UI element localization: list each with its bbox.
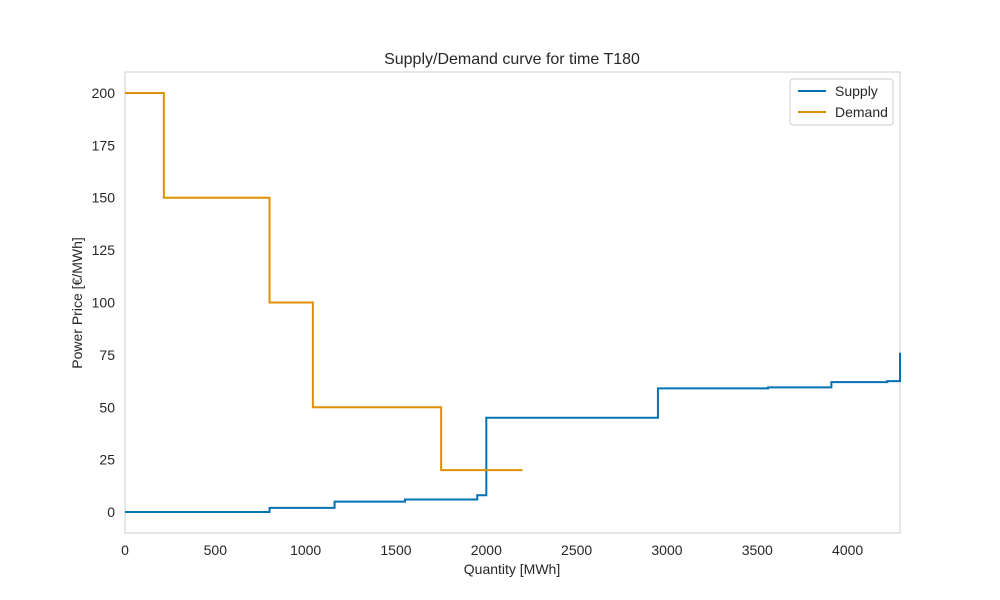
- chart-title: Supply/Demand curve for time T180: [384, 51, 640, 68]
- x-axis: 0 500 1000 1500 2000 2500 3000 3500 4000: [121, 542, 863, 558]
- series-layer: [125, 91, 901, 514]
- x-tick-label: 1000: [290, 542, 321, 558]
- legend-label-supply: Supply: [835, 83, 878, 99]
- y-tick-label: 75: [99, 347, 115, 363]
- plot-area: [124, 71, 901, 534]
- legend-label-demand: Demand: [835, 104, 888, 120]
- y-tick-label: 150: [92, 190, 116, 206]
- y-tick-label: 100: [92, 295, 116, 311]
- x-axis-label: Quantity [MWh]: [464, 561, 560, 577]
- legend: Supply Demand: [789, 78, 894, 126]
- series-line-supply: [125, 352, 901, 514]
- plot-frame: [124, 71, 901, 534]
- series-line-demand: [125, 91, 523, 472]
- x-tick-label: 2000: [471, 542, 502, 558]
- y-tick-label: 25: [99, 452, 115, 468]
- y-tick-label: 125: [92, 242, 116, 258]
- x-tick-label: 3500: [742, 542, 773, 558]
- y-tick-label: 0: [107, 504, 115, 520]
- x-tick-label: 1500: [380, 542, 411, 558]
- y-axis: 0 25 50 75 100 125 150 175 200: [92, 85, 116, 520]
- x-tick-label: 3000: [651, 542, 682, 558]
- y-axis-label: Power Price [€/MWh]: [69, 237, 85, 368]
- x-tick-label: 0: [121, 542, 129, 558]
- y-tick-label: 175: [92, 137, 116, 153]
- y-tick-label: 200: [92, 85, 116, 101]
- x-tick-label: 500: [204, 542, 228, 558]
- y-tick-label: 50: [99, 399, 115, 415]
- x-tick-label: 4000: [832, 542, 863, 558]
- x-tick-label: 2500: [561, 542, 592, 558]
